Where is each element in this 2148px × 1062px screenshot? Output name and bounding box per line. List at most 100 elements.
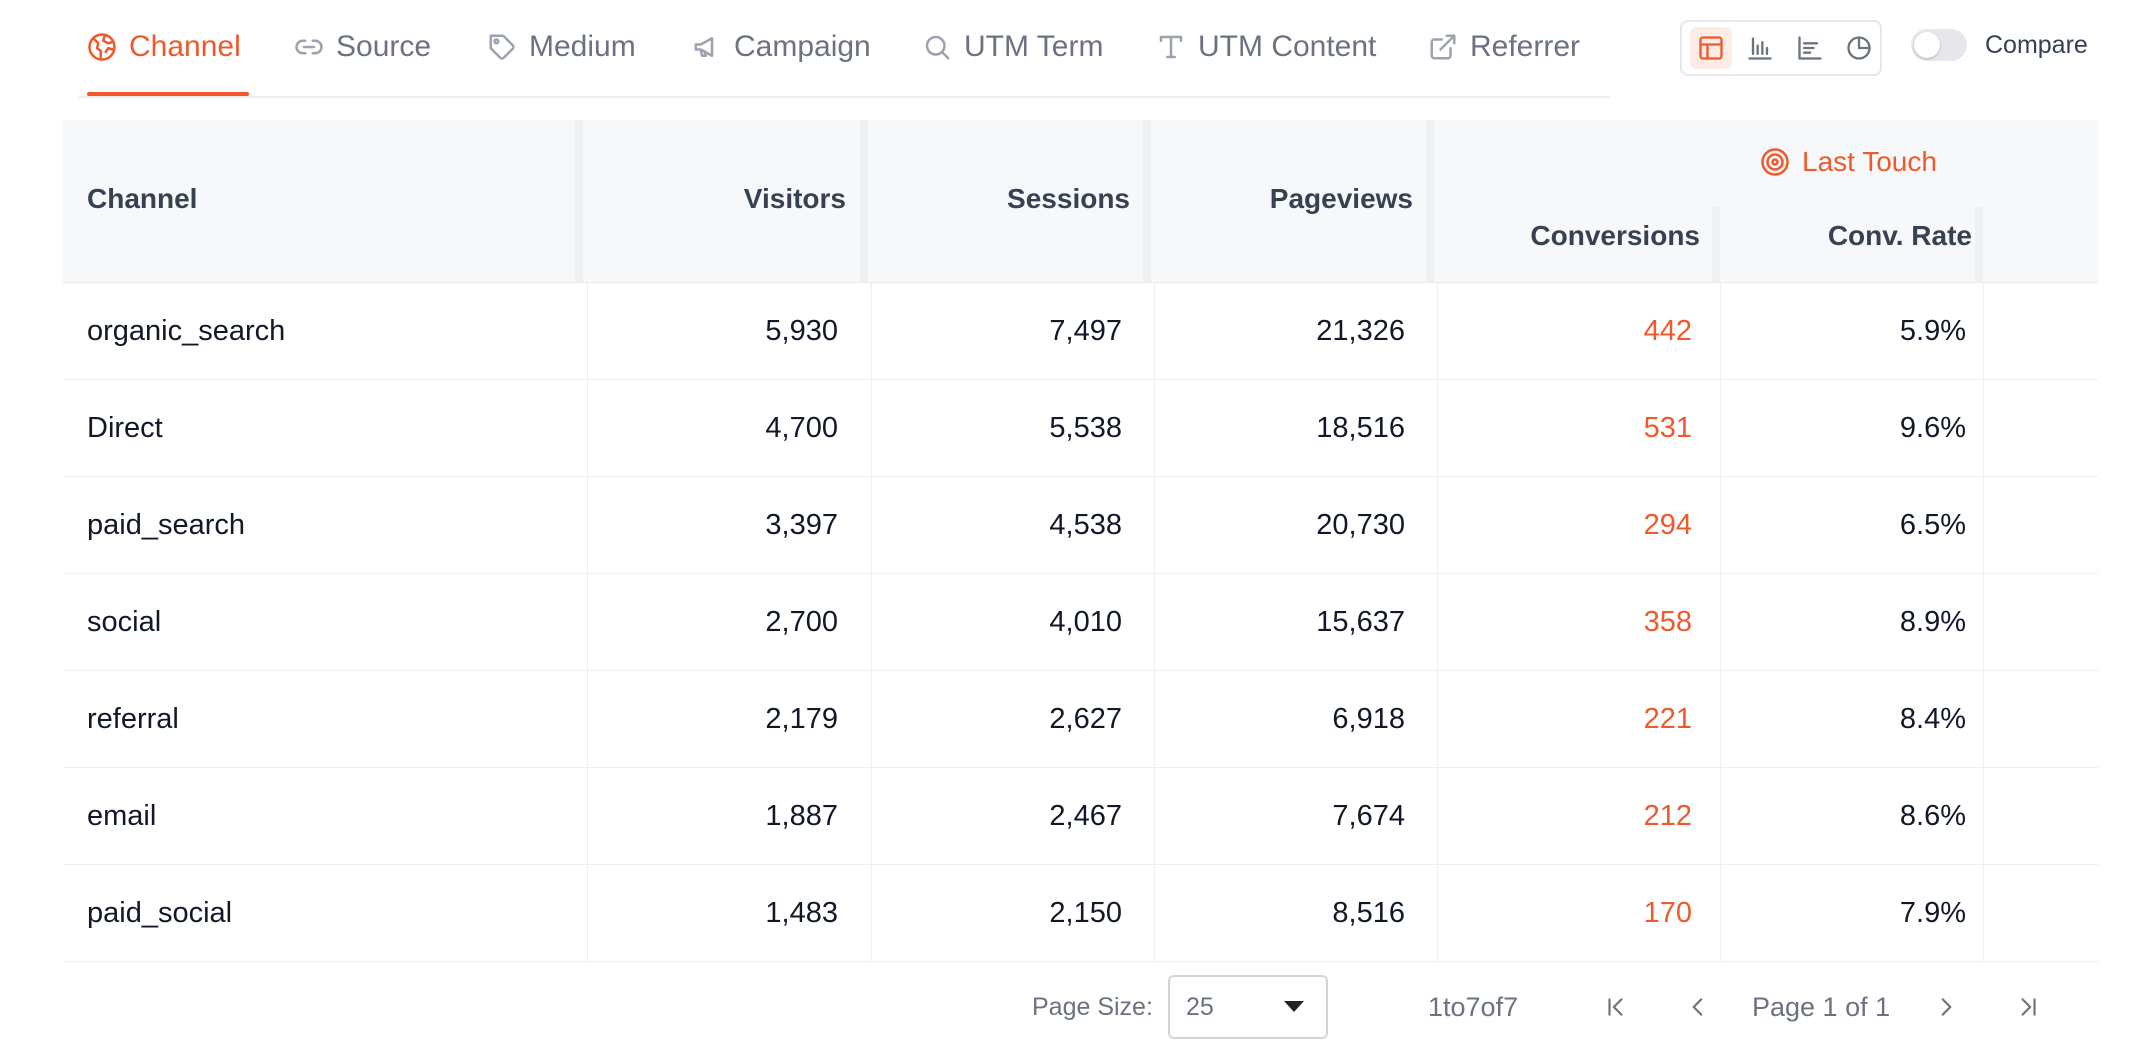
cell-sessions: 7,497 [1049,315,1122,347]
cell-pageviews: 20,730 [1316,509,1405,541]
column-header-pageviews[interactable]: Pageviews [1269,183,1413,214]
channel-icon [88,33,116,61]
last-page-button[interactable] [2008,987,2048,1027]
tab-utm-content[interactable]: UTM Content [1156,0,1376,94]
cell-channel: referral [87,703,179,735]
page-size-value: 25 [1186,993,1214,1021]
cell-conversions: 170 [1643,897,1692,929]
tab-channel[interactable]: Channel [87,0,249,96]
table-row[interactable]: social 2,700 4,010 15,637 358 8.9% [63,574,2098,671]
page-indicator: Page 1 of 1 [1752,992,1891,1022]
view-selector [1680,20,1882,76]
dimension-tabs: Channel Source Medium Campaign UTM Term … [79,0,1610,98]
column-header-visitors[interactable]: Visitors [743,183,846,214]
bar-chart-icon [1748,37,1772,60]
cell-visitors: 1,483 [765,897,838,929]
data-table: Channel Visitors Sessions Pageviews Last… [63,120,2098,962]
cell-conversions: 442 [1643,315,1692,347]
cell-conv-rate: 6.5% [1899,509,1966,541]
cell-visitors: 5,930 [765,315,838,347]
column-header-conv-rate[interactable]: Conv. Rate [1827,220,1972,251]
chevron-right-icon [1941,998,1952,1016]
first-page-icon [1608,998,1623,1016]
cell-channel: paid_social [87,897,233,929]
previous-page-button[interactable] [1678,987,1718,1027]
cell-channel: Direct [87,412,163,444]
bar-chart-view-button[interactable] [1740,27,1782,69]
line-chart-view-button[interactable] [1789,27,1831,69]
cell-pageviews: 21,326 [1316,315,1405,347]
first-page-button[interactable] [1596,987,1636,1027]
tab-label: Referrer [1470,30,1581,63]
cell-pageviews: 6,918 [1332,703,1405,735]
cell-conv-rate: 7.9% [1899,897,1966,929]
next-page-button[interactable] [1926,987,1966,1027]
tab-label: Source [336,30,432,63]
cell-sessions: 2,627 [1049,703,1122,735]
cell-visitors: 2,700 [765,606,838,638]
page-size-select[interactable]: 25 [1168,975,1328,1039]
tab-label: Medium [529,30,636,63]
cell-channel: email [87,800,157,832]
megaphone-icon [694,37,714,57]
cell-conversions: 531 [1643,412,1692,444]
cell-visitors: 1,887 [765,800,838,832]
tab-medium[interactable]: Medium [487,0,636,94]
row-range: 1to7of7 [1428,992,1519,1022]
compare-switch[interactable] [1911,29,1967,61]
pie-chart-icon [1847,36,1871,60]
table-row[interactable]: Direct 4,700 5,538 18,516 531 9.6% [63,380,2098,477]
tab-source[interactable]: Source [294,0,431,94]
cell-sessions: 2,467 [1049,800,1122,832]
pie-chart-view-button[interactable] [1839,27,1881,69]
link-icon [295,39,323,55]
cell-visitors: 2,179 [765,703,838,735]
table-header: Channel Visitors Sessions Pageviews Last… [63,120,2098,283]
table-row[interactable]: paid_social 1,483 2,150 8,516 170 7.9% [63,865,2098,962]
cell-conversions: 221 [1643,703,1692,735]
table-row[interactable]: email 1,887 2,467 7,674 212 8.6% [63,768,2098,865]
cell-conversions: 212 [1643,800,1692,832]
cell-conv-rate: 8.9% [1899,606,1966,638]
caret-down-icon [1284,1001,1304,1012]
cell-sessions: 4,538 [1049,509,1122,541]
cell-pageviews: 15,637 [1316,606,1405,638]
external-link-icon [1430,34,1456,60]
attribution-group-header[interactable]: Last Touch [1760,146,1937,178]
last-page-icon [2021,998,2036,1016]
tab-utm-term[interactable]: UTM Term [922,0,1103,94]
column-header-sessions[interactable]: Sessions [1007,183,1130,214]
table-row[interactable]: paid_search 3,397 4,538 20,730 294 6.5% [63,477,2098,574]
tab-label: UTM Term [964,30,1104,63]
cell-sessions: 2,150 [1049,897,1122,929]
pagination: Page Size: 25 1to7of7 Page 1 of 1 [0,975,2148,1039]
tag-icon [489,34,515,60]
tab-campaign[interactable]: Campaign [692,0,871,94]
cell-channel: organic_search [87,315,286,347]
tab-label: Campaign [734,30,871,63]
chevron-left-icon [1692,998,1703,1016]
compare-toggle[interactable]: Compare [1911,29,2088,61]
search-icon [925,35,950,60]
cell-sessions: 5,538 [1049,412,1122,444]
cell-pageviews: 7,674 [1332,800,1405,832]
table-row[interactable]: organic_search 5,930 7,497 21,326 442 5.9% [63,283,2098,380]
cell-conv-rate: 9.6% [1899,412,1966,444]
cell-channel: social [87,606,162,638]
cell-conversions: 294 [1643,509,1692,541]
cell-channel: paid_search [87,509,245,541]
text-icon [1159,35,1183,59]
tab-referrer[interactable]: Referrer [1428,0,1580,94]
column-header-channel[interactable]: Channel [87,183,198,214]
page-size-label: Page Size: [1032,993,1153,1021]
tab-label: Channel [129,30,241,63]
compare-label: Compare [1985,30,2088,59]
table-row[interactable]: referral 2,179 2,627 6,918 221 8.4% [63,671,2098,768]
cell-pageviews: 18,516 [1316,412,1405,444]
cell-conv-rate: 8.6% [1899,800,1966,832]
table-icon [1699,36,1723,60]
table-view-button[interactable] [1690,27,1732,69]
cell-conversions: 358 [1643,606,1692,638]
target-icon [1761,148,1789,176]
column-header-conversions[interactable]: Conversions [1530,220,1700,251]
